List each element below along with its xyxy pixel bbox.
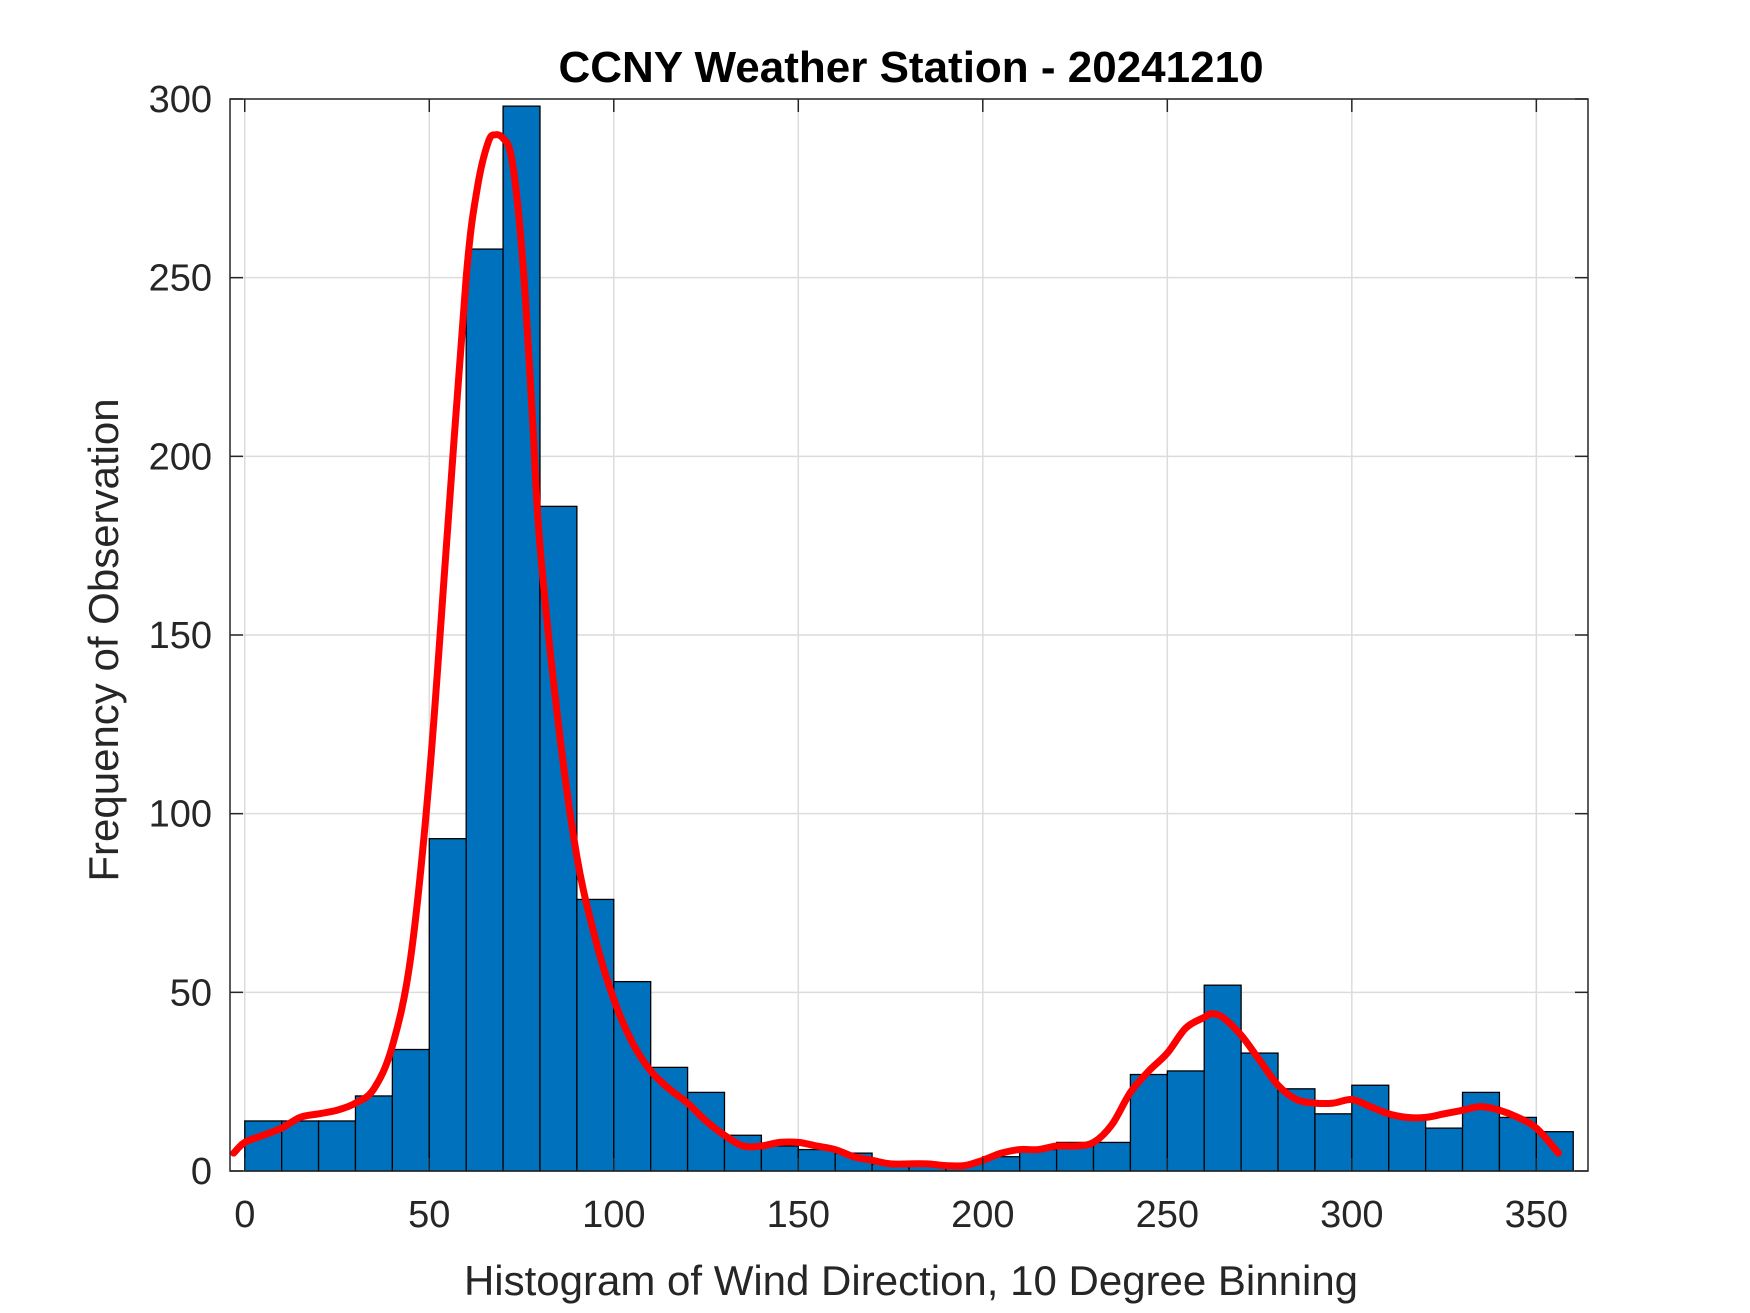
y-tick-label: 0 [191, 1151, 212, 1193]
histogram-bar [1314, 1113, 1353, 1172]
x-tick-label: 350 [1505, 1194, 1568, 1236]
histogram-bar [650, 1066, 689, 1172]
histogram-bar [1240, 1052, 1279, 1172]
y-axis-label: Frequency of Observation [80, 398, 127, 881]
axis-ticks: 0 50 100 150 200 250 300 350 0 50 100 150 200 250 300 [149, 79, 1588, 1236]
histogram-bar [797, 1148, 836, 1172]
histogram-bar [1388, 1116, 1427, 1172]
histogram-bar [1092, 1141, 1132, 1172]
histogram-bar [1129, 1073, 1168, 1172]
x-tick-label: 50 [408, 1194, 450, 1236]
y-tick-label: 150 [149, 615, 212, 657]
y-tick-label: 300 [149, 79, 212, 121]
histogram-bar [428, 838, 467, 1172]
y-tick-label: 50 [170, 972, 212, 1014]
x-tick-label: 100 [582, 1194, 645, 1236]
y-tick-label: 100 [149, 794, 212, 836]
x-tick-label: 200 [951, 1194, 1014, 1236]
histogram-bar [1166, 1070, 1205, 1172]
y-tick-label: 200 [149, 436, 212, 478]
y-tick-label: 250 [149, 258, 212, 300]
x-axis-label: Histogram of Wind Direction, 10 Degree B… [464, 1257, 1358, 1304]
histogram-bar [317, 1120, 357, 1172]
chart-title: CCNY Weather Station - 20241210 [558, 43, 1263, 92]
x-tick-label: 250 [1136, 1194, 1199, 1236]
histogram-bar [391, 1048, 430, 1172]
histogram-bar [1424, 1127, 1464, 1172]
x-tick-label: 0 [234, 1194, 255, 1236]
histogram-bar [465, 248, 504, 1172]
x-tick-label: 300 [1320, 1194, 1383, 1236]
histogram-bar [760, 1145, 799, 1172]
density-curve [230, 131, 1562, 1170]
x-tick-label: 150 [767, 1194, 830, 1236]
histogram-bar [354, 1095, 394, 1172]
